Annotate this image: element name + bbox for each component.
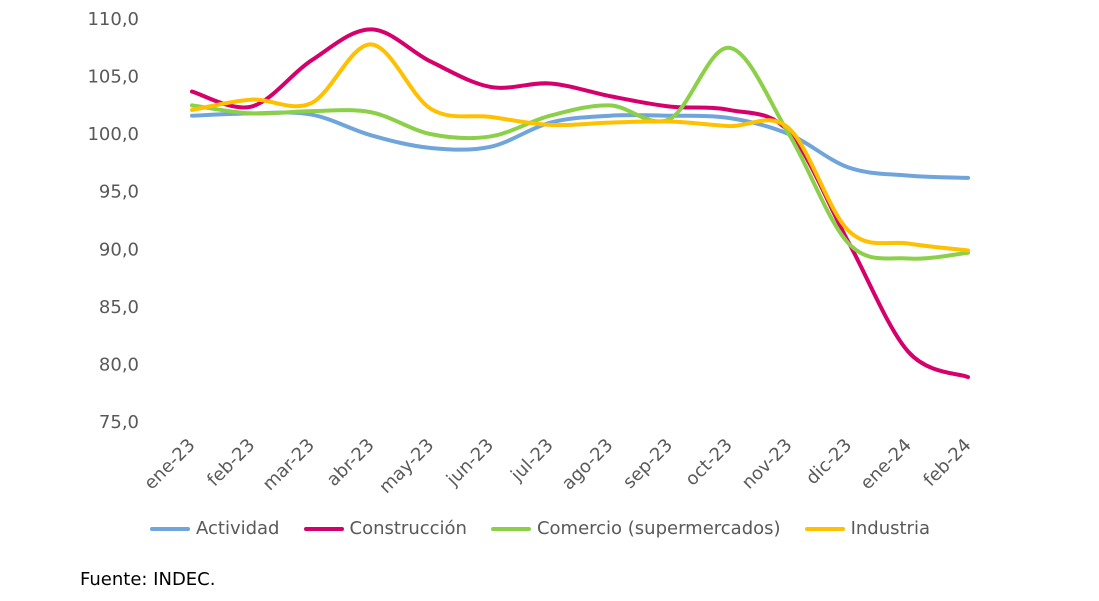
legend-swatch-construccion [303, 526, 344, 531]
series-line-comercio [190, 45, 970, 261]
x-tick-label: abr-23 [323, 435, 379, 491]
y-tick-label: 90,0 [99, 239, 139, 260]
x-tick-label: ago-23 [558, 435, 618, 495]
series-line-actividad [190, 110, 970, 180]
x-tick-label: sep-23 [619, 435, 677, 493]
y-tick-label: 95,0 [99, 182, 139, 203]
legend-label-industria: Industria [850, 518, 930, 539]
y-tick-label: 105,0 [87, 67, 139, 88]
x-tick-label: may-23 [375, 435, 438, 498]
y-tick-label: 75,0 [99, 412, 139, 433]
y-tick-label: 100,0 [87, 124, 139, 145]
x-tick-label: jun-23 [442, 435, 498, 491]
legend-swatch-comercio [490, 526, 531, 531]
y-tick-label: 80,0 [99, 354, 139, 375]
legend: Actividad Construcción Comercio (superme… [150, 518, 954, 539]
y-axis: 75,0 80,0 85,0 90,0 95,0 100,0 105,0 110,0 [87, 9, 139, 433]
legend-item-actividad: Actividad [150, 518, 280, 539]
x-tick-label: feb-23 [203, 435, 259, 491]
legend-label-comercio: Comercio (supermercados) [536, 518, 781, 539]
source-note: Fuente: INDEC. [80, 569, 216, 590]
series-line-industria [190, 42, 970, 253]
x-tick-label: ene-23 [140, 435, 199, 494]
legend-item-comercio: Comercio (supermercados) [490, 518, 781, 539]
x-tick-label: dic-23 [802, 435, 856, 489]
x-tick-label: oct-23 [681, 435, 736, 490]
legend-label-actividad: Actividad [196, 518, 280, 539]
x-tick-label: ene-24 [856, 435, 915, 494]
y-tick-label: 85,0 [99, 297, 139, 318]
x-tick-label: mar-23 [259, 435, 319, 495]
series-line-construcción [190, 27, 970, 380]
x-tick-label: jul-23 [506, 435, 557, 486]
plot-lines [190, 27, 970, 380]
legend-swatch-actividad [150, 526, 190, 531]
legend-label-construccion: Construcción [349, 518, 467, 539]
legend-item-industria: Industria [804, 518, 930, 539]
x-tick-label: nov-23 [738, 435, 797, 494]
legend-item-construccion: Construcción [303, 518, 467, 539]
x-tick-label: feb-24 [919, 435, 975, 491]
y-tick-label: 110,0 [87, 9, 139, 30]
legend-swatch-industria [804, 526, 845, 531]
